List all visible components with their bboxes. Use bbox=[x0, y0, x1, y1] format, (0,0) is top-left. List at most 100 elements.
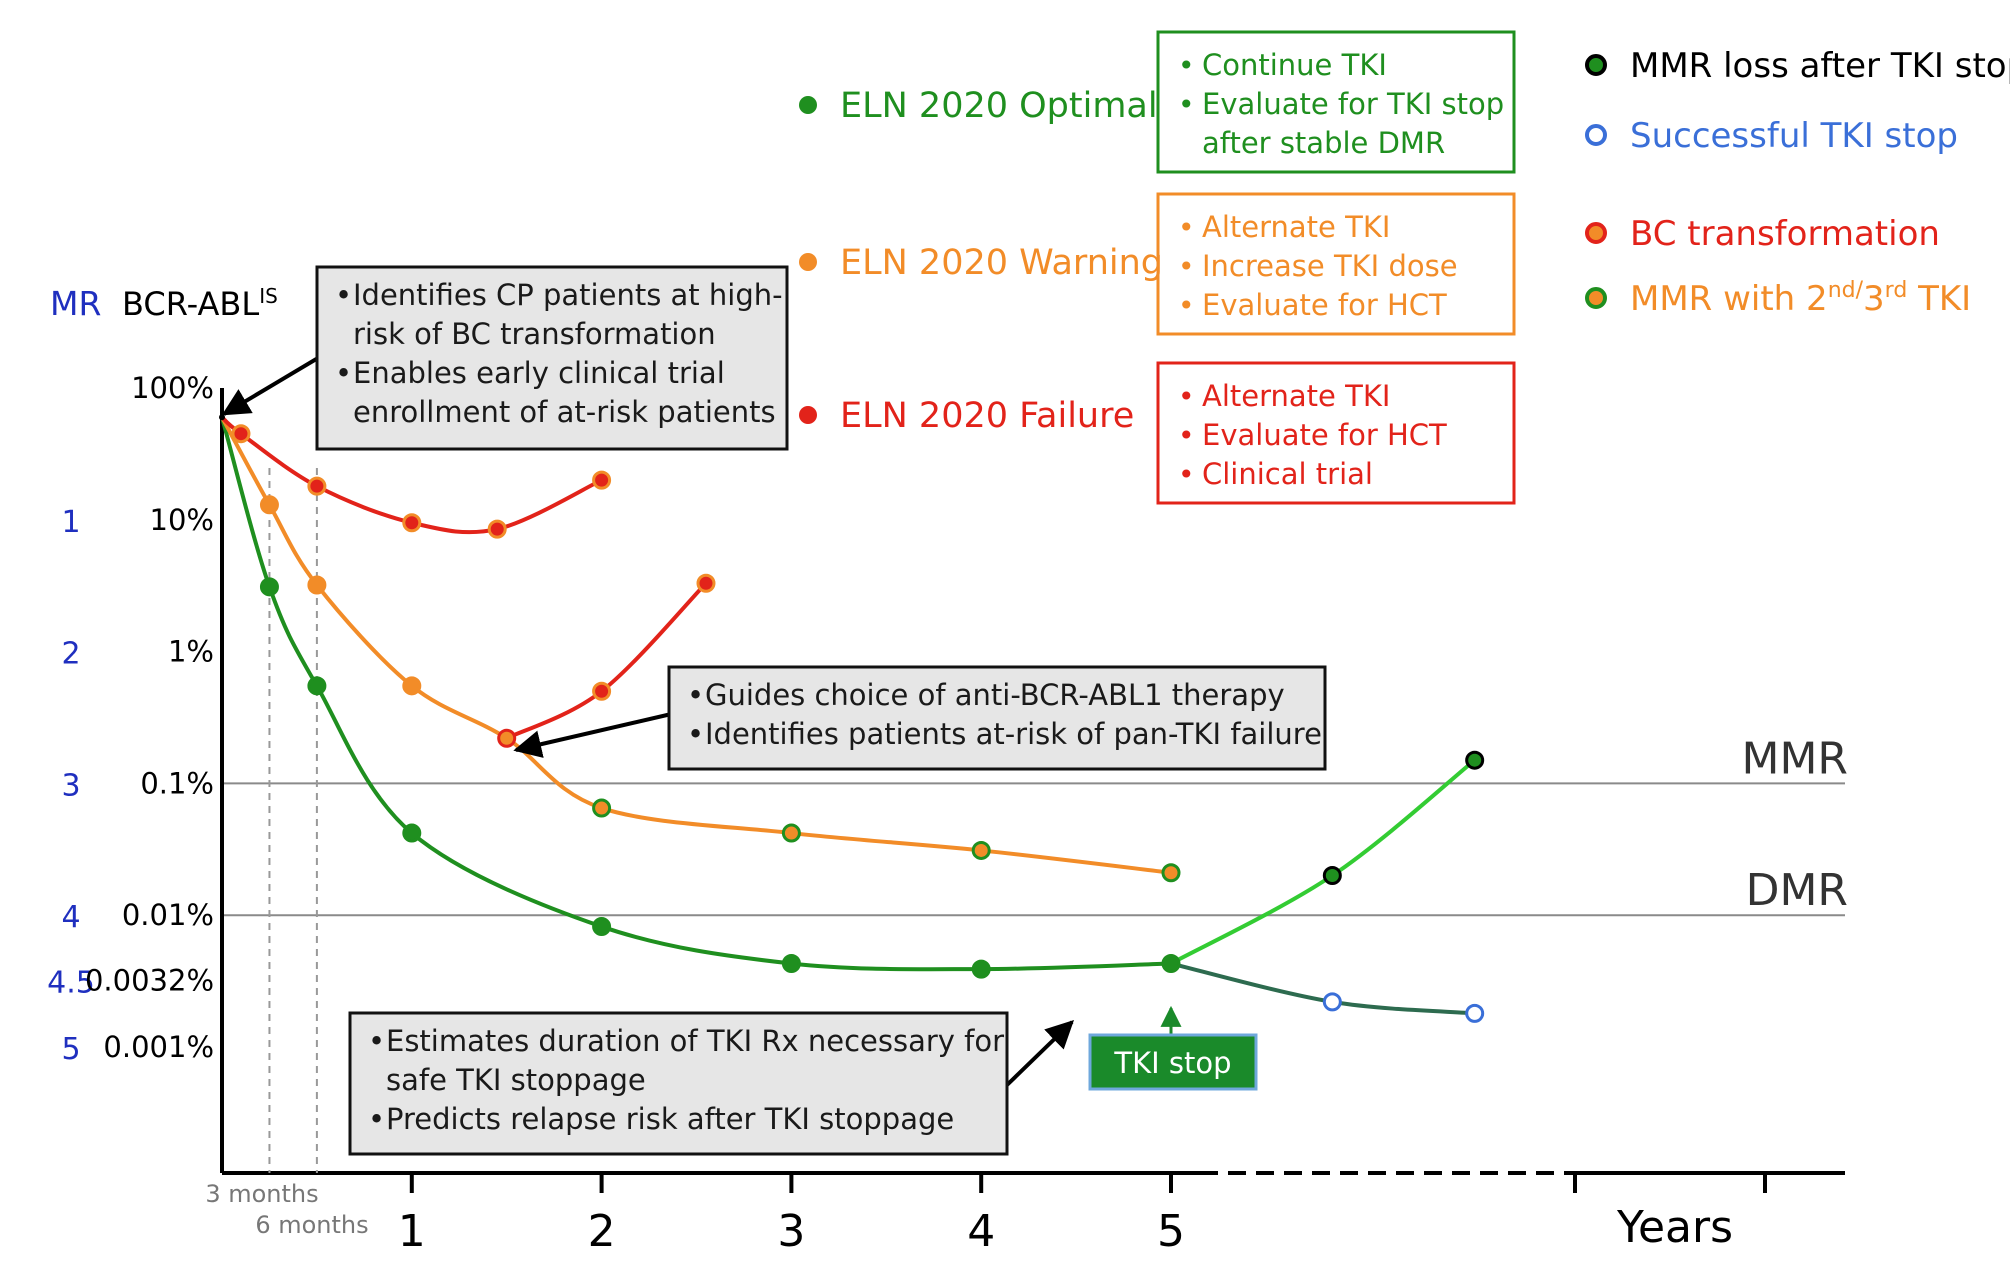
data-point bbox=[497, 728, 517, 748]
callout-text: Estimates duration of TKI Rx necessary f… bbox=[386, 1024, 1004, 1058]
series-line bbox=[1170, 961, 1475, 1016]
callout-box bbox=[315, 265, 789, 451]
threshold-lines: MMR DMR bbox=[222, 733, 1849, 917]
callout-box bbox=[348, 1011, 1009, 1156]
data-point bbox=[1322, 866, 1342, 886]
recommendation-item: after stable DMR bbox=[1202, 126, 1445, 160]
callout-arrow bbox=[221, 356, 320, 416]
data-point bbox=[1465, 1003, 1485, 1023]
callout-text: Enables early clinical trial bbox=[353, 356, 725, 390]
y-tick-pct-label: 1% bbox=[168, 635, 214, 669]
recommendation-bullet: • bbox=[1178, 250, 1195, 283]
data-point bbox=[592, 470, 612, 490]
callout-text: safe TKI stoppage bbox=[386, 1063, 646, 1097]
callout-bullet: • bbox=[368, 1102, 385, 1136]
x-tick-label: 5 bbox=[1157, 1206, 1185, 1257]
callout-text: Identifies patients at-risk of pan-TKI f… bbox=[705, 717, 1322, 751]
series-line bbox=[220, 416, 1172, 972]
recommendation-item: Evaluate for HCT bbox=[1202, 288, 1447, 322]
data-point bbox=[971, 959, 991, 979]
callout-box bbox=[667, 665, 1327, 771]
y-header-mr: MR bbox=[50, 284, 101, 323]
marker-legend-icon bbox=[1585, 287, 1607, 309]
legend-label: ELN 2020 Optimal bbox=[840, 86, 1158, 126]
data-point bbox=[592, 681, 612, 701]
recommendation-item: Evaluate for HCT bbox=[1202, 418, 1447, 452]
data-point bbox=[307, 575, 327, 595]
recommendation-bullet: • bbox=[1178, 49, 1195, 82]
y-tick-mr-label: 1 bbox=[61, 505, 80, 540]
recommendation-item: Alternate TKI bbox=[1202, 210, 1390, 244]
recommendation-bullet: • bbox=[1178, 211, 1195, 244]
y-tick-mr-label: 4 bbox=[61, 900, 80, 935]
data-point bbox=[1322, 992, 1342, 1012]
data-point bbox=[402, 513, 422, 533]
y-tick-mr-label: 4.5 bbox=[47, 965, 95, 1000]
y-header-bcr: BCR-ABLIS bbox=[122, 284, 278, 323]
recommendation-bullet: • bbox=[1178, 458, 1195, 491]
data-point bbox=[259, 577, 279, 597]
data-point bbox=[307, 676, 327, 696]
data-point bbox=[971, 840, 991, 860]
marker-legend-icon bbox=[1585, 124, 1607, 146]
callout-text: risk of BC transformation bbox=[353, 317, 716, 351]
x-tick-label: 2 bbox=[588, 1206, 616, 1257]
callout-arrow bbox=[1005, 1020, 1075, 1087]
recommendation-bullet: • bbox=[1178, 88, 1195, 121]
data-point bbox=[592, 917, 612, 937]
callout-bullet: • bbox=[335, 278, 352, 312]
callout-text: Guides choice of anti-BCR-ABL1 therapy bbox=[705, 678, 1285, 712]
recommendation-item: Alternate TKI bbox=[1202, 379, 1390, 413]
y-tick-mr-label: 5 bbox=[61, 1032, 80, 1067]
threshold-label-mmr: MMR bbox=[1742, 733, 1849, 784]
tki-stop-label: TKI stop bbox=[1113, 1046, 1231, 1080]
y-tick-pct-label: 0.1% bbox=[140, 766, 214, 800]
annotations: • Identifies CP patients at high-risk of … bbox=[221, 265, 1327, 1156]
legend-dot bbox=[799, 96, 817, 114]
recommendation-box bbox=[1156, 192, 1516, 336]
marker-legend-label: Successful TKI stop bbox=[1630, 116, 1958, 156]
series-line bbox=[220, 416, 1172, 875]
data-point bbox=[696, 573, 716, 593]
y-tick-pct-label: 0.01% bbox=[122, 898, 214, 932]
x-tick-label: 3 bbox=[777, 1206, 805, 1257]
tki-stop-box bbox=[1088, 1033, 1258, 1091]
x-tick-label: 1 bbox=[398, 1206, 426, 1257]
marker-legend-label: BC transformation bbox=[1630, 214, 1940, 254]
callout-text: Predicts relapse risk after TKI stoppage bbox=[386, 1102, 954, 1136]
callout-arrow bbox=[513, 710, 681, 758]
recommendation-item: Increase TKI dose bbox=[1202, 249, 1458, 283]
recommendation-bullet: • bbox=[1178, 289, 1195, 322]
data-point bbox=[402, 823, 422, 843]
marker-legend-icon bbox=[1585, 222, 1607, 244]
y-tick-mr-label: 2 bbox=[61, 637, 80, 672]
data-point bbox=[1161, 863, 1181, 883]
marker-legend-icon bbox=[1585, 54, 1607, 76]
data-point bbox=[1465, 750, 1485, 770]
marker-legend-label: MMR with 2nd/3rd TKI bbox=[1630, 278, 1971, 319]
legend-label: ELN 2020 Failure bbox=[840, 396, 1134, 436]
callout-text: Identifies CP patients at high- bbox=[353, 278, 783, 312]
threshold-label-dmr: DMR bbox=[1746, 865, 1848, 916]
y-tick-pct-label: 100% bbox=[131, 371, 214, 405]
recommendation-item: Evaluate for TKI stop bbox=[1202, 87, 1504, 121]
recommendation-box bbox=[1156, 361, 1516, 505]
y-tick-pct-label: 10% bbox=[150, 503, 214, 537]
recommendation-item: Continue TKI bbox=[1202, 48, 1387, 82]
data-point bbox=[259, 495, 279, 515]
legend: ELN 2020 Optimal ELN 2020 Warning ELN 2020… bbox=[799, 30, 2010, 505]
y-tick-pct-label: 0.001% bbox=[103, 1030, 214, 1064]
legend-dot bbox=[799, 406, 817, 424]
series-markers bbox=[219, 414, 1485, 1023]
x-early-label-3m: 3 months bbox=[205, 1180, 318, 1208]
data-point bbox=[402, 676, 422, 696]
callout-bullet: • bbox=[687, 678, 704, 712]
data-point bbox=[487, 519, 507, 539]
x-axis-title: Years bbox=[1616, 1202, 1733, 1253]
y-tick-mr-label: 3 bbox=[61, 768, 80, 803]
recommendation-item: Clinical trial bbox=[1202, 457, 1373, 491]
data-point bbox=[1161, 954, 1181, 974]
marker-legend-label: MMR loss after TKI stop bbox=[1630, 46, 2010, 86]
callout-bullet: • bbox=[335, 356, 352, 390]
